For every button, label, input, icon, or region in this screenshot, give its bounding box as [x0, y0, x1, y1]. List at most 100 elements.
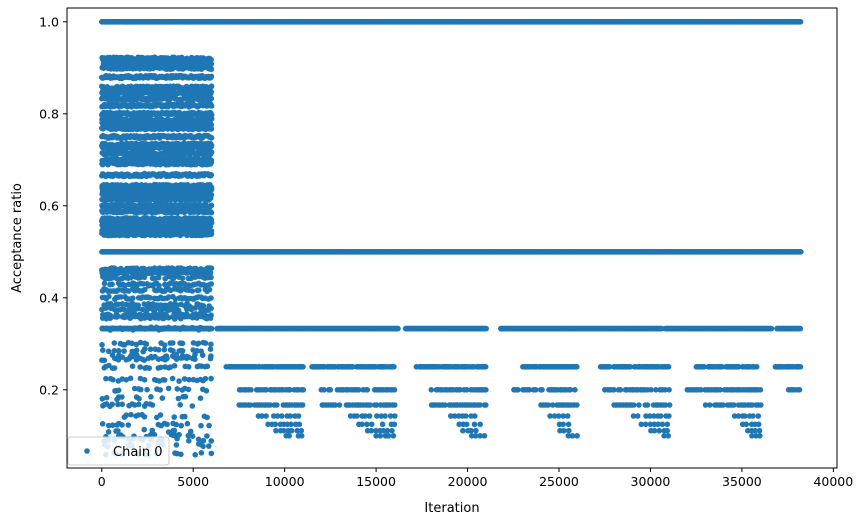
data-point — [515, 387, 521, 393]
data-point — [327, 387, 334, 393]
data-point — [288, 427, 295, 434]
data-point — [368, 421, 375, 428]
data-point — [377, 433, 384, 439]
data-point — [665, 433, 671, 439]
data-point — [208, 73, 215, 80]
data-point — [274, 402, 280, 408]
data-point — [364, 421, 370, 428]
data-point — [321, 387, 327, 393]
data-point — [477, 421, 484, 428]
data-point — [566, 427, 572, 434]
data-point — [364, 387, 371, 393]
data-point — [279, 413, 285, 419]
data-point — [659, 421, 666, 428]
data-point — [208, 89, 215, 95]
data-point — [742, 413, 748, 419]
data-point — [379, 421, 386, 428]
data-point — [354, 413, 360, 419]
data-point — [483, 402, 489, 408]
data-point — [395, 325, 401, 332]
data-point — [288, 421, 294, 428]
data-point — [797, 364, 804, 370]
data-point — [560, 421, 566, 428]
data-point — [390, 433, 397, 439]
data-point — [564, 413, 571, 419]
data-point — [753, 364, 760, 370]
data-point — [385, 433, 392, 439]
data-point — [482, 364, 489, 370]
data-point — [483, 387, 489, 393]
data-point — [463, 413, 469, 419]
data-point — [657, 413, 664, 419]
data-point — [208, 83, 215, 89]
data-point — [300, 364, 306, 370]
data-point — [392, 413, 398, 419]
data-point — [471, 421, 478, 428]
data-point — [758, 402, 764, 408]
data-point — [651, 427, 658, 434]
data-point — [336, 402, 343, 408]
data-point — [391, 387, 398, 393]
data-point — [574, 402, 580, 408]
data-point — [539, 387, 545, 393]
data-point — [428, 387, 435, 393]
data-point — [768, 325, 775, 332]
data-point — [574, 364, 580, 370]
data-point — [664, 421, 671, 428]
data-point — [666, 413, 672, 419]
data-point — [648, 387, 654, 393]
data-point — [483, 325, 490, 332]
data-point — [382, 413, 388, 419]
data-point — [756, 427, 763, 434]
data-point — [481, 433, 488, 439]
data-point — [208, 103, 215, 109]
data-point — [460, 427, 466, 434]
data-point — [263, 413, 269, 419]
data-point — [389, 427, 395, 434]
data-point — [666, 402, 673, 408]
data-point — [295, 413, 302, 419]
data-point — [797, 325, 804, 332]
data-point — [755, 421, 762, 428]
data-point — [617, 387, 624, 393]
data-point — [208, 66, 215, 72]
data-point — [636, 402, 642, 408]
data-point — [731, 402, 737, 408]
data-point — [707, 402, 713, 408]
data-point — [300, 387, 307, 393]
data-point — [391, 421, 398, 428]
data-point — [797, 19, 804, 25]
data-point — [296, 421, 303, 428]
data-point — [574, 433, 580, 439]
data-point — [366, 413, 373, 419]
data-point — [286, 433, 293, 439]
data-point — [664, 427, 670, 434]
data-point — [634, 413, 641, 419]
data-point — [208, 95, 215, 102]
data-point — [796, 387, 803, 393]
data-point — [272, 421, 279, 428]
data-point — [463, 421, 470, 428]
data-point — [473, 427, 479, 434]
data-point — [359, 421, 365, 428]
data-point — [472, 413, 478, 419]
data-point — [565, 421, 572, 428]
data-point — [666, 387, 672, 393]
data-point — [561, 427, 567, 434]
data-point — [299, 402, 306, 408]
data-point — [656, 427, 663, 434]
data-points — [99, 19, 804, 458]
data-point — [298, 427, 305, 434]
data-point — [644, 402, 651, 408]
data-point — [391, 364, 397, 370]
data-point — [391, 402, 398, 408]
data-point — [750, 413, 756, 419]
data-point — [665, 364, 672, 370]
data-point — [757, 387, 764, 393]
data-point — [743, 421, 750, 428]
data-point — [798, 249, 804, 255]
data-point — [630, 402, 637, 408]
data-point — [755, 413, 762, 419]
data-point — [757, 433, 763, 439]
